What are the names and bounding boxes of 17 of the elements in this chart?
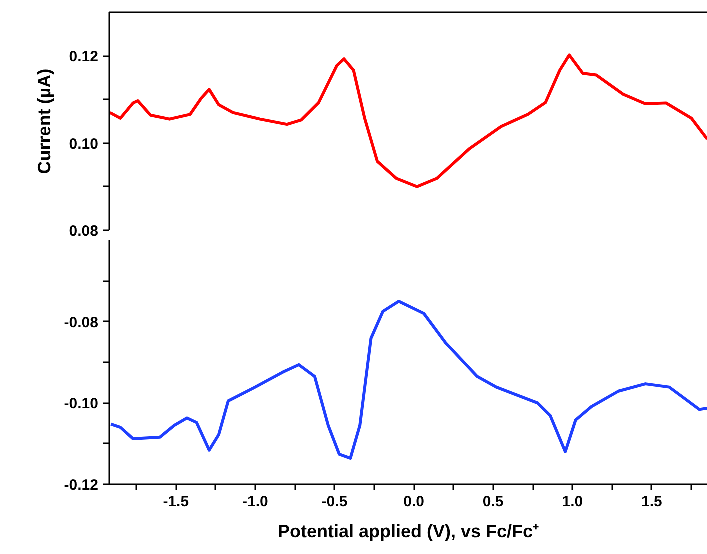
x-tick-label: -1.5 <box>163 494 190 510</box>
x-tick-label: 0.5 <box>482 494 504 510</box>
y-tick-label: 0.08 <box>69 223 99 240</box>
x-tick-label: 0.0 <box>404 494 424 510</box>
x-tick-label: -0.5 <box>322 494 348 510</box>
y-tick-label: 0.12 <box>69 48 99 66</box>
x-tick-label: 1.5 <box>642 494 662 510</box>
x-tick-label: -1.0 <box>242 494 268 510</box>
y-tick-label: -0.12 <box>64 477 99 494</box>
y-tick-label: -0.08 <box>64 314 99 332</box>
y-axis-title: Current (µA) <box>34 68 54 174</box>
x-axis-title: Potential applied (V), vs Fc/Fc⁺ <box>278 522 540 542</box>
x-tick-label: 1.0 <box>562 494 584 510</box>
line-series <box>110 300 707 460</box>
line-series <box>110 54 707 188</box>
y-tick-label: 0.10 <box>69 136 99 153</box>
y-tick-label: -0.10 <box>64 396 99 413</box>
